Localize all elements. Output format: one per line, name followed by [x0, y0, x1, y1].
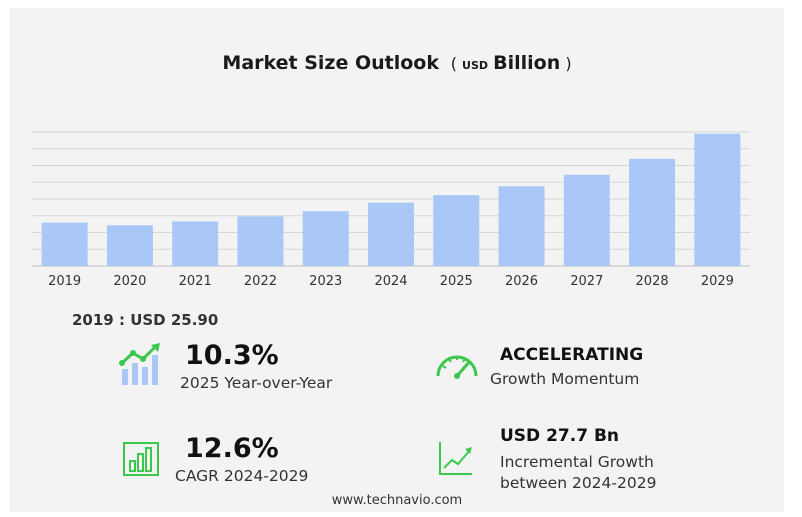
- title-text: Market Size Outlook: [222, 52, 439, 74]
- x-tick-2025: 2025: [440, 274, 473, 289]
- base-year-value: 2019 : USD 25.90: [72, 311, 219, 329]
- x-tick-2024: 2024: [374, 274, 407, 289]
- bar-2024: [368, 202, 414, 266]
- x-tick-2023: 2023: [309, 274, 342, 289]
- bar-growth-icon: [119, 343, 160, 385]
- incremental-value: USD 27.7 Bn: [500, 426, 619, 446]
- line-growth-icon: [439, 442, 472, 475]
- momentum-value: ACCELERATING: [500, 345, 644, 365]
- chart-title: Market Size Outlook ( USD Billion ): [10, 52, 784, 74]
- footer-url: www.technavio.com: [331, 493, 463, 508]
- bar-chart: 2019 2020 2021 2022 2023 2024 2025 2026 2027 2028…: [32, 131, 750, 289]
- x-tick-2027: 2027: [570, 274, 603, 289]
- cagr-value: 12.6%: [185, 433, 279, 464]
- bar-2028: [629, 158, 676, 266]
- yoy-label: 2025 Year-over-Year: [180, 374, 333, 392]
- momentum-label: Growth Momentum: [490, 370, 640, 388]
- x-tick-2020: 2020: [113, 274, 146, 289]
- x-tick-2026: 2026: [505, 274, 538, 289]
- cagr-label: CAGR 2024-2029: [175, 467, 309, 485]
- unit-prefix: USD: [462, 59, 489, 72]
- x-tick-2028: 2028: [636, 274, 669, 289]
- bar-2029: [694, 133, 741, 266]
- bar-2023: [302, 211, 349, 266]
- x-tick-2022: 2022: [244, 274, 277, 289]
- bar-2022: [237, 216, 284, 266]
- incremental-label-2: between 2024-2029: [500, 474, 657, 492]
- bar-2027: [563, 174, 610, 266]
- x-tick-2021: 2021: [179, 274, 212, 289]
- title-unit: ( USD Billion ): [445, 52, 572, 74]
- bar-chart-icon: [123, 442, 159, 476]
- incremental-label-1: Incremental Growth: [500, 453, 654, 471]
- market-card: Market Size Outlook ( USD Billion ) 2019…: [10, 8, 784, 512]
- bar-2020: [106, 225, 153, 266]
- x-tick-2019: 2019: [48, 274, 81, 289]
- bar-2026: [498, 186, 545, 266]
- x-tick-2029: 2029: [701, 274, 734, 289]
- yoy-value: 10.3%: [185, 340, 279, 371]
- bar-2019: [41, 222, 88, 266]
- bar-2021: [172, 221, 219, 266]
- speedometer-icon: [436, 355, 478, 379]
- unit-label: Billion: [493, 52, 561, 74]
- bar-2025: [433, 195, 480, 266]
